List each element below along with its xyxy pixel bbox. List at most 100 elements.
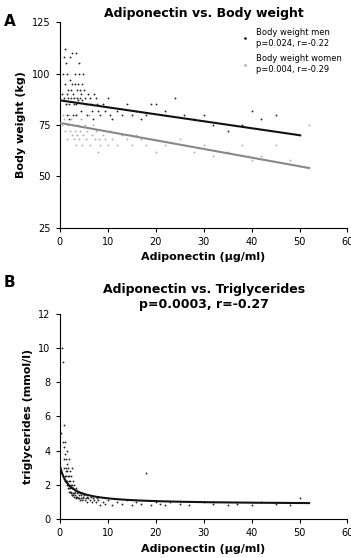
Point (83, 494, 88, 503)
Point (82, 94, 87, 103)
Point (148, 100, 154, 109)
Point (134, 497, 139, 506)
Point (74, 494, 79, 503)
Point (72, 69, 77, 78)
Point (64, 455, 69, 464)
Point (124, 100, 130, 109)
Point (64, 59, 69, 68)
Point (64, 472, 69, 480)
Point (61, 114, 67, 123)
Point (60, 69, 66, 78)
Point (75, 487, 81, 496)
Point (79, 141, 85, 150)
Point (258, 114, 264, 123)
Point (78, 490, 84, 499)
Point (297, 494, 302, 503)
Point (59, 344, 65, 353)
Legend: Body weight men
p=0.024, r=-0.22, Body weight women
p=0.004, r=-0.29: Body weight men p=0.024, r=-0.22, Body w… (235, 26, 343, 75)
Point (258, 497, 264, 506)
Point (67, 477, 73, 486)
Point (79, 489, 85, 498)
Point (75, 492, 80, 501)
Point (69, 463, 74, 472)
Point (67, 53, 73, 62)
Point (66, 480, 71, 489)
Point (65, 484, 71, 493)
Point (98, 141, 103, 150)
Point (92, 135, 98, 144)
Point (91, 496, 97, 504)
Point (70, 477, 75, 486)
Point (93, 127, 99, 136)
Point (67, 127, 73, 136)
Point (81, 490, 86, 499)
Point (148, 501, 154, 509)
Point (273, 499, 278, 508)
Point (73, 100, 79, 109)
Point (80, 69, 86, 78)
Point (143, 468, 149, 477)
Point (65, 477, 70, 486)
Point (110, 135, 115, 144)
Point (66, 477, 72, 486)
Point (105, 94, 111, 103)
Point (65, 94, 71, 103)
Point (79, 79, 85, 88)
Point (80, 494, 86, 503)
X-axis label: Adiponectin (μg/ml): Adiponectin (μg/ml) (141, 252, 266, 262)
Point (61, 94, 66, 103)
Point (94, 494, 100, 503)
Point (177, 499, 183, 508)
Point (249, 501, 254, 509)
Point (138, 114, 144, 123)
Point (85, 497, 90, 506)
Point (72, 79, 78, 88)
Point (201, 110, 206, 119)
Point (59, 90, 65, 99)
Point (83, 135, 89, 144)
Point (143, 141, 149, 150)
Point (73, 484, 79, 493)
Point (143, 110, 149, 119)
Point (95, 147, 100, 156)
Point (90, 106, 95, 115)
Point (83, 100, 89, 109)
Point (70, 489, 75, 498)
Point (62, 463, 67, 472)
Point (71, 480, 77, 489)
Point (114, 106, 120, 115)
Point (64, 446, 69, 455)
Point (66, 114, 72, 123)
Point (64, 90, 69, 99)
Point (124, 135, 130, 144)
Point (177, 135, 183, 144)
Point (61, 420, 67, 429)
Point (80, 131, 86, 140)
Point (119, 131, 125, 140)
Point (68, 94, 74, 103)
Point (81, 85, 86, 94)
Point (201, 141, 206, 150)
Point (76, 69, 82, 78)
Point (66, 484, 72, 493)
Point (63, 463, 69, 472)
Point (64, 466, 69, 475)
Point (181, 110, 187, 119)
Point (62, 45, 68, 54)
Point (273, 110, 278, 119)
Point (69, 131, 74, 140)
Point (62, 450, 68, 459)
Point (225, 501, 230, 509)
Point (66, 487, 72, 496)
Point (98, 110, 103, 119)
Point (64, 135, 69, 144)
Point (79, 90, 84, 99)
X-axis label: Adiponectin (μg/ml): Adiponectin (μg/ml) (141, 543, 266, 554)
Point (66, 110, 72, 119)
Point (107, 110, 113, 119)
Point (71, 135, 77, 144)
Point (87, 496, 93, 504)
Point (73, 110, 78, 119)
Point (63, 466, 69, 475)
Point (102, 499, 108, 508)
